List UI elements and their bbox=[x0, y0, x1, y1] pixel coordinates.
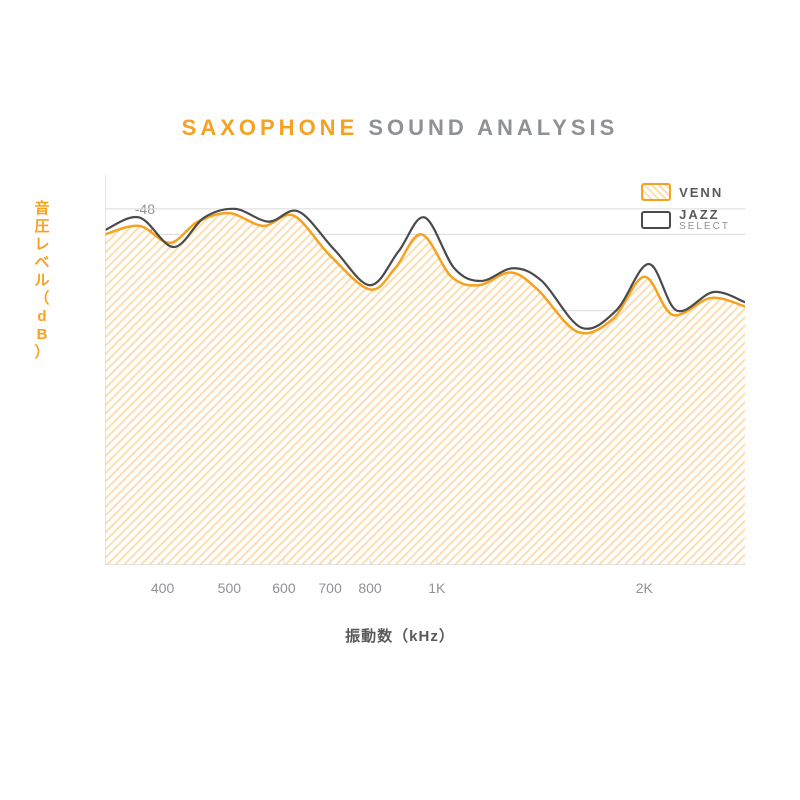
legend-swatch-jazz bbox=[641, 211, 671, 229]
x-tick-label: 600 bbox=[272, 580, 295, 596]
x-tick-label: 800 bbox=[358, 580, 381, 596]
title-plain: SOUND ANALYSIS bbox=[368, 115, 618, 140]
title-accent: SAXOPHONE bbox=[182, 115, 359, 140]
x-tick-label: 2K bbox=[636, 580, 653, 596]
legend-label-jazz: JAZZ bbox=[679, 207, 730, 222]
chart-container: SAXOPHONE SOUND ANALYSIS 音 圧 レ ベ ル （ d B… bbox=[0, 0, 800, 800]
legend-item-jazz: JAZZ SELECT bbox=[641, 207, 730, 232]
chart-title: SAXOPHONE SOUND ANALYSIS bbox=[0, 115, 800, 141]
x-tick-label: 400 bbox=[151, 580, 174, 596]
x-tick-label: 500 bbox=[218, 580, 241, 596]
legend: VENN JAZZ SELECT bbox=[641, 183, 730, 238]
x-tick-label: 700 bbox=[318, 580, 341, 596]
x-tick-labels: 400 500 600 700 800 1K 2K bbox=[105, 580, 745, 610]
x-tick-label: 1K bbox=[428, 580, 445, 596]
legend-item-venn: VENN bbox=[641, 183, 730, 201]
legend-label-venn: VENN bbox=[679, 185, 723, 200]
legend-swatch-venn bbox=[641, 183, 671, 201]
y-axis-label: 音 圧 レ ベ ル （ d B ） bbox=[32, 200, 52, 362]
x-axis-label: 振動数（kHz） bbox=[0, 625, 800, 646]
legend-sublabel-jazz: SELECT bbox=[679, 222, 730, 232]
